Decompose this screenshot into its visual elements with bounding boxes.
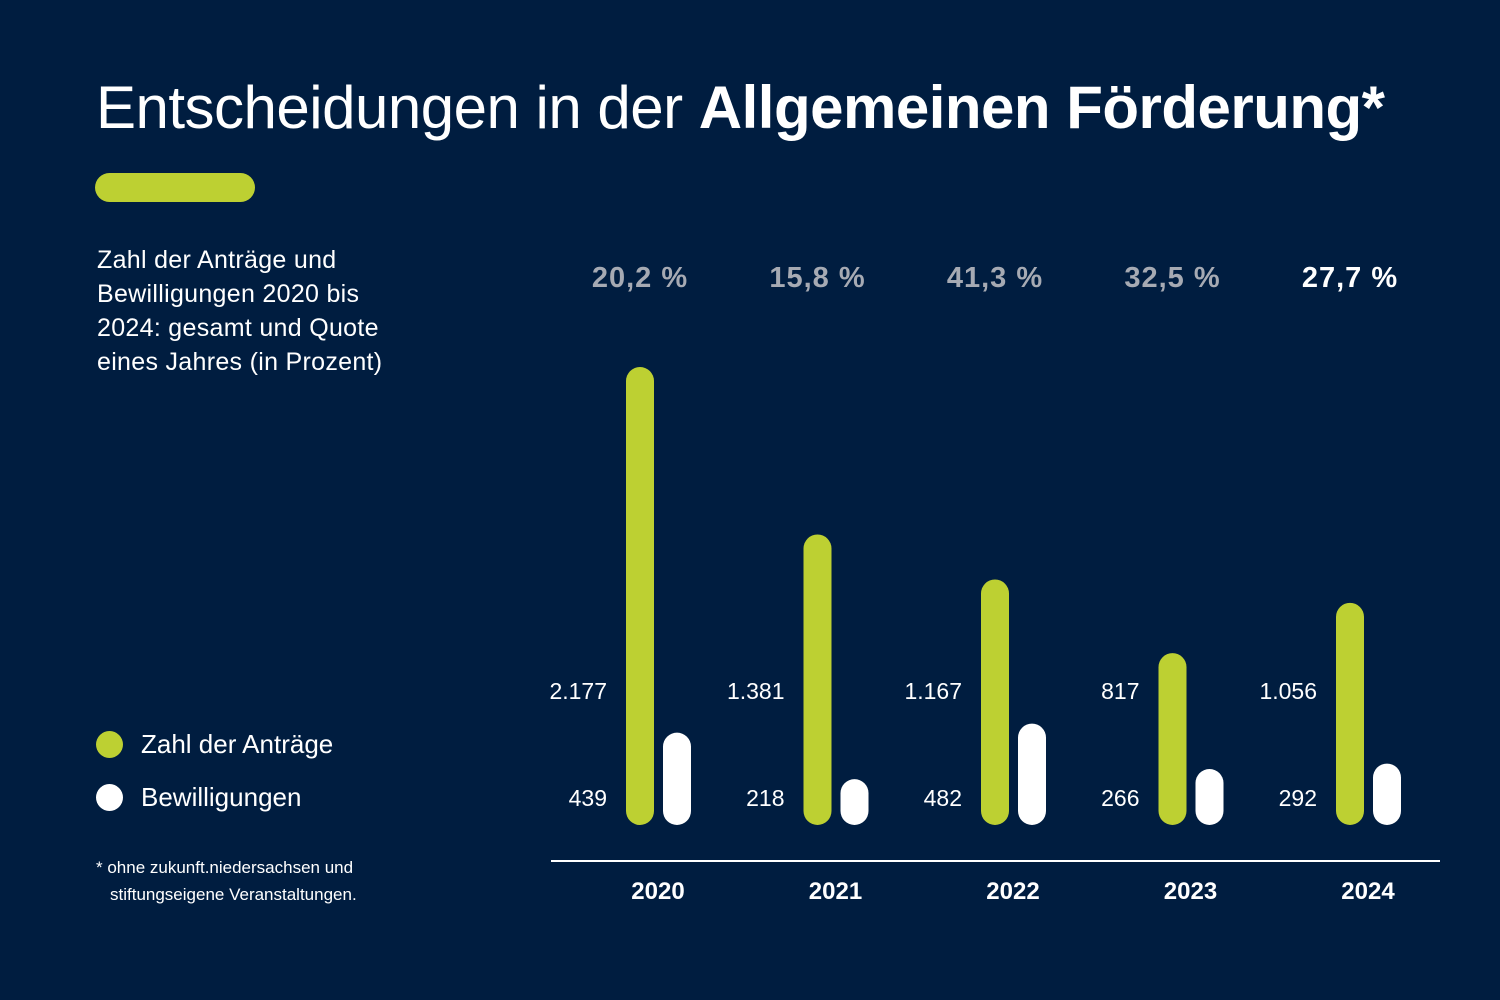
value-label-antraege-2024: 1.056 xyxy=(1259,678,1317,704)
value-label-antraege-2021: 1.381 xyxy=(727,678,785,704)
bar-bewilligungen-2020 xyxy=(663,732,691,825)
quote-label-2020: 20,2 % xyxy=(592,262,688,294)
legend-item-antraege: Zahl der Anträge xyxy=(96,724,333,764)
chart-subtitle: Zahl der Anträge und Bewilligungen 2020 … xyxy=(97,246,383,376)
legend-label-antraege: Zahl der Anträge xyxy=(141,728,334,759)
x-tick-label-2020: 2020 xyxy=(631,878,684,905)
quote-label-2024: 27,7 % xyxy=(1302,262,1398,294)
bar-antraege-2022 xyxy=(981,579,1009,825)
value-label-bewilligungen-2021: 218 xyxy=(746,785,784,811)
bar-bewilligungen-2021 xyxy=(840,779,869,825)
quote-label-2021: 15,8 % xyxy=(769,262,865,294)
legend-label-bewilligungen: Bewilligungen xyxy=(141,781,302,812)
legend-dot-antraege xyxy=(96,730,123,758)
bar-antraege-2024 xyxy=(1336,602,1364,825)
value-label-antraege-2022: 1.167 xyxy=(904,678,962,704)
x-tick-label-2024: 2024 xyxy=(1341,878,1395,905)
value-label-antraege-2020: 2.177 xyxy=(549,678,607,704)
bar-bewilligungen-2022 xyxy=(1018,723,1046,825)
bar-antraege-2021 xyxy=(803,534,832,825)
footnote-line-2: stiftungseigene Veranstaltungen. xyxy=(110,885,357,904)
value-label-antraege-2023: 817 xyxy=(1101,678,1139,704)
title-bold: Allgemeinen Förderung* xyxy=(698,74,1385,141)
value-label-bewilligungen-2024: 292 xyxy=(1279,785,1317,811)
quote-label-2023: 32,5 % xyxy=(1124,262,1220,294)
footnote-line-1: * ohne zukunft.niedersachsen und xyxy=(96,858,354,877)
bar-antraege-2023 xyxy=(1158,653,1187,825)
x-tick-label-2022: 2022 xyxy=(986,878,1039,905)
quote-label-2022: 41,3 % xyxy=(947,262,1043,294)
value-label-bewilligungen-2020: 439 xyxy=(569,785,607,811)
legend: Zahl der Anträge Bewilligungen xyxy=(96,724,333,830)
bar-bewilligungen-2023 xyxy=(1195,769,1224,825)
accent-bar xyxy=(95,173,255,202)
bar-antraege-2020 xyxy=(626,367,654,825)
x-tick-label-2021: 2021 xyxy=(809,878,862,905)
legend-dot-bewilligungen xyxy=(96,783,123,811)
legend-item-bewilligungen: Bewilligungen xyxy=(96,777,333,817)
value-label-bewilligungen-2022: 482 xyxy=(924,785,962,811)
title-regular: Entscheidungen in der xyxy=(96,74,683,141)
chart-title: Entscheidungen in der Allgemeinen Förder… xyxy=(96,72,1385,144)
footnote: * ohne zukunft.niedersachsen und stiftung… xyxy=(96,854,456,908)
x-tick-label-2023: 2023 xyxy=(1164,878,1217,905)
bar-bewilligungen-2024 xyxy=(1373,763,1401,825)
value-label-bewilligungen-2023: 266 xyxy=(1101,785,1139,811)
